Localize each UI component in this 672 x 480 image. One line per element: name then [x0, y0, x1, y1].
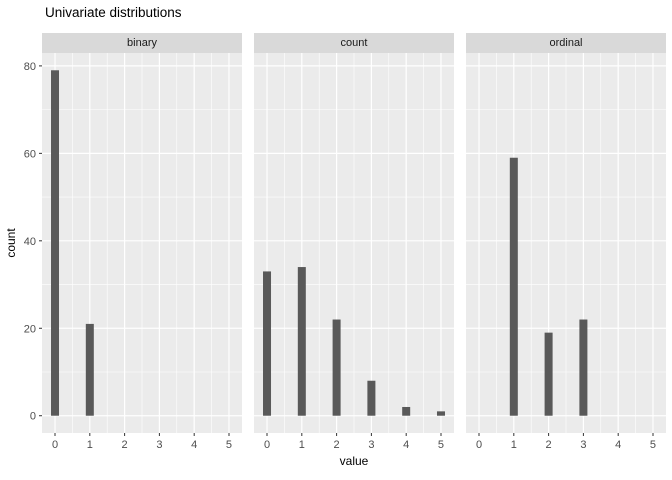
y-tick-label: 60: [24, 148, 36, 160]
facet-panel-ordinal: 0 1 2 3 4 5: [466, 53, 666, 451]
y-tick-label: 0: [30, 411, 36, 423]
x-tick-label: 1: [87, 439, 93, 451]
x-tick-label: 1: [299, 439, 305, 451]
x-axis-title: value: [339, 454, 369, 468]
facet-strip-binary: binary: [42, 33, 242, 53]
plot-title: Univariate distributions: [45, 5, 182, 20]
facet-panel-count: 0 1 2 3 4 5: [254, 53, 454, 451]
bar-binary-1: [85, 323, 94, 416]
x-tick-label: 0: [476, 439, 482, 451]
x-tick-label: 4: [191, 439, 197, 451]
x-tick-label: 4: [615, 439, 621, 451]
x-tick-label: 3: [580, 439, 586, 451]
bar-ordinal-2: [544, 332, 553, 416]
x-tick-label: 4: [403, 439, 409, 451]
x-tick-label: 2: [546, 439, 552, 451]
bar-ordinal-1: [509, 157, 518, 416]
x-tick-label: 3: [156, 439, 162, 451]
x-tick-label: 2: [334, 439, 340, 451]
x-tick-label: 5: [650, 439, 656, 451]
x-tick-label: 1: [511, 439, 517, 451]
bar-ordinal-3: [579, 319, 588, 416]
bar-binary-0: [51, 70, 60, 416]
bar-count-4: [402, 406, 411, 416]
bar-count-5: [436, 411, 445, 416]
x-tick-label: 0: [264, 439, 270, 451]
y-tick-label: 20: [24, 323, 36, 335]
y-axis-svg: 0 20 40 60 80: [24, 61, 42, 423]
x-tick-label: 0: [52, 439, 58, 451]
x-tick-label: 2: [122, 439, 128, 451]
bar-count-3: [367, 380, 376, 416]
bar-count-2: [332, 319, 341, 416]
bar-count-0: [263, 271, 272, 416]
x-tick-label: 5: [226, 439, 232, 451]
facet-strip-ordinal: ordinal: [466, 33, 666, 53]
facet-strip-count: count: [254, 33, 454, 53]
y-tick-label: 80: [24, 61, 36, 73]
y-tick-label: 40: [24, 236, 36, 248]
x-tick-label: 5: [438, 439, 444, 451]
facet-panel-binary: 0 1 2 3 4 5: [42, 53, 242, 451]
bar-count-1: [297, 267, 306, 416]
x-tick-label: 3: [368, 439, 374, 451]
